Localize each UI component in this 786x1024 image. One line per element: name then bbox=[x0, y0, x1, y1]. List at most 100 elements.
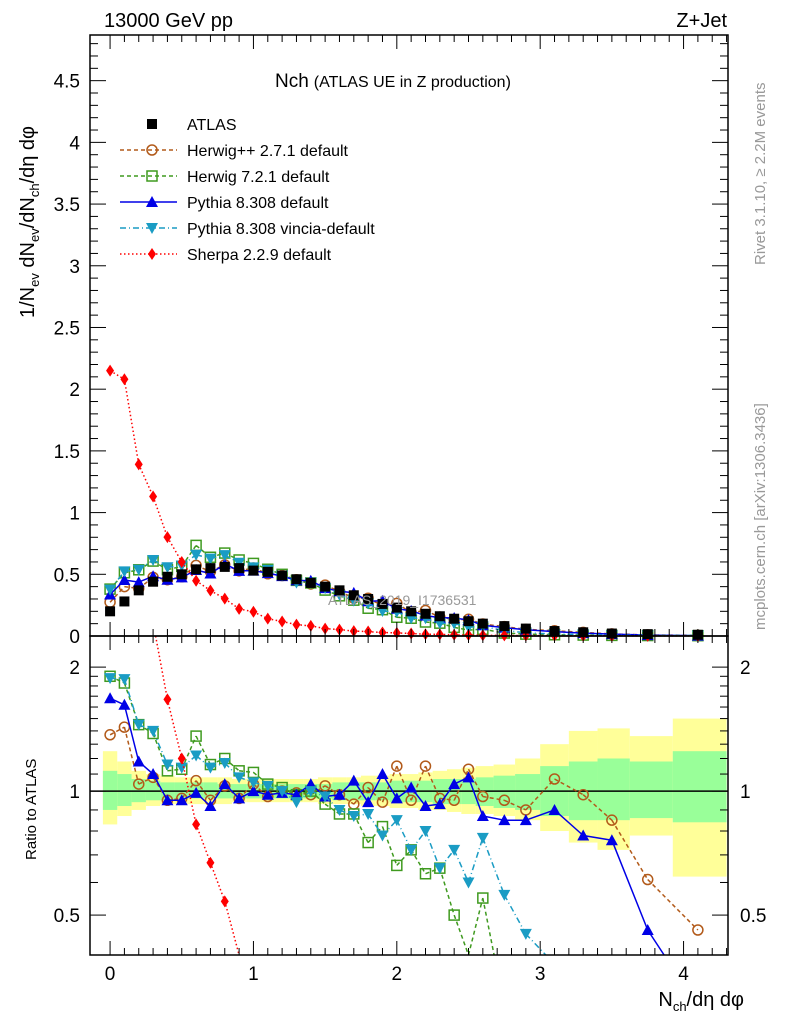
y-tick-label: 4 bbox=[69, 133, 80, 154]
vincia-ratio-point bbox=[448, 844, 461, 856]
ratio-tick-label-right: 2 bbox=[740, 658, 751, 679]
vincia-ratio-point bbox=[218, 758, 231, 770]
atlas-data-point bbox=[477, 618, 488, 629]
ratio-y-axis-label: Ratio to ATLAS bbox=[23, 759, 40, 860]
plot-title-main: Nch bbox=[275, 71, 309, 92]
vincia-ratio-point bbox=[333, 804, 346, 816]
vincia-ratio-point bbox=[233, 772, 246, 784]
sherpa-point bbox=[263, 612, 272, 625]
legend-marker-sherpa bbox=[148, 248, 156, 260]
ratio-tick-label-left: 1 bbox=[69, 782, 80, 803]
header-right: Z+Jet bbox=[676, 10, 727, 32]
herwigpp-ratio-point bbox=[190, 774, 202, 787]
herwigpp-ratio-point bbox=[641, 873, 654, 886]
vincia-ratio-point bbox=[261, 780, 274, 792]
atlas-data-point bbox=[334, 585, 345, 596]
y-label-a-sub: ev bbox=[27, 273, 42, 287]
sherpa-point bbox=[206, 584, 215, 597]
header-left: 13000 GeV pp bbox=[104, 10, 233, 32]
legend-marker-vincia bbox=[146, 223, 158, 234]
vincia-ratio-point bbox=[498, 889, 511, 901]
vincia-point bbox=[104, 584, 117, 596]
vincia-ratio-point bbox=[304, 786, 317, 798]
pythia-ratio-line bbox=[109, 697, 665, 956]
pythia-ratio-point bbox=[419, 800, 432, 812]
legend-marker-herwig7 bbox=[146, 170, 158, 182]
y-tick-label: 1 bbox=[69, 504, 80, 525]
atlas-data-point bbox=[305, 577, 316, 588]
vincia-ratio-point bbox=[247, 777, 260, 789]
vincia-ratio-point bbox=[390, 815, 403, 827]
band-stat-bin bbox=[117, 774, 132, 807]
sherpa-point bbox=[192, 574, 201, 587]
atlas-data-point bbox=[205, 563, 216, 574]
herwigpp-ratio-point bbox=[132, 778, 145, 790]
sherpa-point bbox=[306, 619, 315, 632]
atlas-data-point bbox=[133, 585, 144, 596]
x-label-b: /dη dφ bbox=[687, 989, 744, 1011]
x-label-a-sub: ch bbox=[673, 999, 687, 1014]
legend-label-herwigpp: Herwig++ 2.7.1 default bbox=[187, 143, 349, 160]
sherpa-point bbox=[292, 618, 301, 631]
atlas-data-point bbox=[420, 608, 431, 619]
pythia-ratio-point bbox=[548, 803, 561, 815]
x-tick-label: 4 bbox=[678, 964, 689, 985]
atlas-data-point bbox=[391, 602, 402, 613]
sherpa-point bbox=[120, 373, 129, 386]
ratio-frame bbox=[89, 635, 729, 956]
pythia-ratio-point bbox=[333, 788, 346, 800]
pythia-ratio-point bbox=[175, 794, 188, 806]
pythia-ratio-point bbox=[347, 774, 360, 786]
atlas-data-point bbox=[277, 570, 288, 581]
axes: 0 1 2 3 4 0 0.5 1 1.5 2 2.5 3 3.5 4 4.5 0.5 0.5 1 1 2 2 bbox=[54, 34, 766, 985]
plot-title-sub: (ATLAS UE in Z production) bbox=[314, 74, 511, 91]
herwig7-ratio-point bbox=[477, 892, 489, 904]
band-stat-bin bbox=[629, 761, 673, 819]
pythia-point bbox=[118, 574, 131, 586]
vincia-ratio-point bbox=[276, 786, 289, 798]
sherpa-ratio-point bbox=[206, 856, 215, 869]
pythia-ratio-point bbox=[132, 755, 145, 767]
atlas-data-point bbox=[248, 565, 259, 576]
band-stat-bin bbox=[515, 774, 541, 810]
y-tick-label: 2 bbox=[69, 380, 80, 401]
vincia-ratio-point bbox=[319, 791, 332, 803]
legend-marker-atlas bbox=[147, 119, 157, 129]
x-tick-label: 2 bbox=[392, 964, 403, 985]
sherpa-point bbox=[278, 615, 287, 628]
herwigpp-ratio-point bbox=[692, 924, 704, 936]
vincia-point bbox=[118, 566, 131, 578]
sherpa-ratio-point bbox=[163, 693, 172, 706]
vincia-ratio-point bbox=[519, 928, 532, 940]
plot-title: Nch (ATLAS UE in Z production) bbox=[275, 71, 511, 92]
atlas-data-point bbox=[191, 564, 202, 575]
rivet-info: Rivet 3.1.10, ≥ 2.2M events bbox=[752, 83, 769, 266]
pythia-ratio-point bbox=[433, 798, 446, 810]
y-tick-label: 4.5 bbox=[54, 72, 80, 93]
herwigpp-ratio-point bbox=[391, 760, 403, 772]
herwig7-ratio-line bbox=[109, 675, 495, 956]
atlas-data-point bbox=[219, 561, 230, 572]
pythia-ratio-point bbox=[118, 698, 131, 710]
atlas-data-point bbox=[463, 616, 474, 627]
vincia-ratio-point bbox=[132, 719, 145, 731]
sherpa-point bbox=[321, 622, 330, 635]
vincia-ratio-point bbox=[405, 844, 418, 856]
y-label-c: /dN bbox=[17, 197, 39, 228]
band-stat-bin bbox=[672, 751, 727, 823]
atlas-data-point bbox=[434, 611, 445, 622]
atlas-data-point bbox=[520, 623, 531, 634]
ratio-tick-label-right: 1 bbox=[740, 782, 751, 803]
legend-label-herwig7: Herwig 7.2.1 default bbox=[187, 169, 330, 186]
vincia-ratio-point bbox=[433, 863, 446, 875]
herwigpp-ratio-point bbox=[362, 781, 374, 794]
herwig7-ratio-point bbox=[448, 909, 460, 921]
pythia-ratio-point bbox=[261, 788, 274, 800]
vincia-point bbox=[161, 562, 174, 574]
ratio-tick-label-left: 2 bbox=[69, 658, 80, 679]
atlas-data-point bbox=[377, 598, 388, 609]
atlas-data-point bbox=[348, 590, 359, 601]
atlas-data-point bbox=[119, 596, 130, 607]
herwigpp-ratio-point bbox=[498, 794, 511, 807]
herwigpp-ratio-point bbox=[104, 729, 116, 741]
